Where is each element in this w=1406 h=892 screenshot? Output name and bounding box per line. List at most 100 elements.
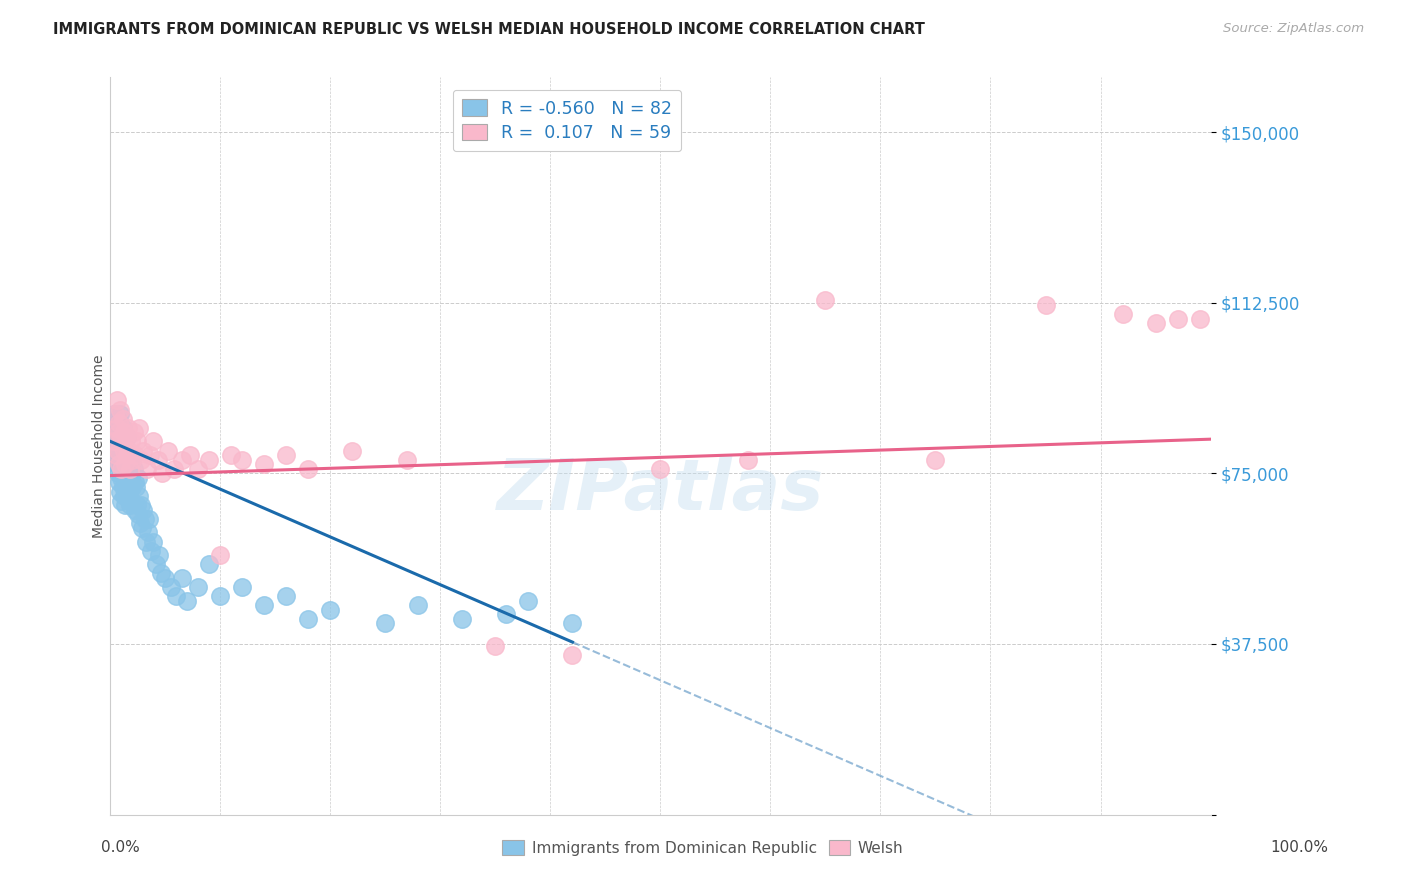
Point	[451, 612, 474, 626]
Point	[120, 498, 142, 512]
Point	[108, 457, 131, 471]
Point	[124, 502, 146, 516]
Point	[176, 593, 198, 607]
Point	[1144, 316, 1167, 330]
Point	[924, 452, 946, 467]
Point	[110, 484, 132, 499]
Point	[104, 448, 127, 462]
Point	[148, 548, 170, 562]
Point	[120, 462, 142, 476]
Point	[114, 457, 136, 471]
Point	[135, 462, 157, 476]
Point	[209, 548, 232, 562]
Point	[297, 612, 319, 626]
Point	[110, 407, 132, 421]
Point	[104, 434, 127, 449]
Point	[156, 443, 179, 458]
Point	[115, 448, 138, 462]
Text: 100.0%: 100.0%	[1271, 839, 1329, 855]
Point	[131, 521, 153, 535]
Text: Source: ZipAtlas.com: Source: ZipAtlas.com	[1223, 22, 1364, 36]
Point	[495, 607, 517, 622]
Point	[1188, 311, 1211, 326]
Point	[117, 448, 139, 462]
Point	[139, 543, 162, 558]
Point	[108, 421, 131, 435]
Point	[105, 421, 128, 435]
Point	[561, 616, 583, 631]
Point	[120, 434, 142, 449]
Text: IMMIGRANTS FROM DOMINICAN REPUBLIC VS WELSH MEDIAN HOUSEHOLD INCOME CORRELATION : IMMIGRANTS FROM DOMINICAN REPUBLIC VS WE…	[53, 22, 925, 37]
Point	[127, 508, 149, 522]
Point	[408, 599, 430, 613]
Point	[112, 462, 135, 476]
Point	[146, 452, 169, 467]
Point	[253, 457, 276, 471]
Point	[297, 462, 319, 476]
Point	[737, 452, 759, 467]
Point	[150, 467, 173, 481]
Point	[120, 493, 142, 508]
Point	[118, 457, 141, 471]
Point	[114, 471, 136, 485]
Point	[1111, 307, 1133, 321]
Point	[120, 471, 142, 485]
Point	[145, 558, 167, 572]
Point	[107, 443, 129, 458]
Point	[209, 589, 232, 603]
Point	[276, 589, 298, 603]
Point	[108, 475, 131, 490]
Point	[117, 480, 139, 494]
Point	[128, 421, 150, 435]
Point	[150, 566, 173, 581]
Point	[108, 416, 131, 430]
Point	[120, 467, 142, 481]
Point	[115, 430, 138, 444]
Point	[125, 498, 148, 512]
Point	[396, 452, 419, 467]
Point	[105, 393, 128, 408]
Point	[103, 407, 125, 421]
Point	[198, 452, 221, 467]
Point	[128, 489, 150, 503]
Point	[115, 462, 138, 476]
Point	[179, 448, 201, 462]
Point	[115, 430, 138, 444]
Point	[253, 599, 276, 613]
Point	[231, 580, 253, 594]
Point	[121, 480, 143, 494]
Point	[142, 534, 165, 549]
Point	[114, 498, 136, 512]
Point	[105, 457, 128, 471]
Point	[117, 421, 139, 435]
Point	[110, 493, 132, 508]
Point	[115, 489, 138, 503]
Point	[105, 425, 128, 440]
Point	[136, 525, 159, 540]
Text: 0.0%: 0.0%	[101, 839, 141, 855]
Point	[142, 434, 165, 449]
Point	[160, 580, 183, 594]
Point	[1035, 298, 1057, 312]
Point	[132, 502, 155, 516]
Point	[276, 448, 298, 462]
Point	[108, 452, 131, 467]
Point	[111, 452, 134, 467]
Point	[122, 462, 145, 476]
Point	[103, 434, 125, 449]
Point	[155, 571, 177, 585]
Point	[110, 462, 132, 476]
Point	[139, 448, 162, 462]
Point	[121, 452, 143, 467]
Point	[122, 425, 145, 440]
Point	[198, 558, 221, 572]
Point	[107, 467, 129, 481]
Point	[118, 484, 141, 499]
Point	[170, 571, 193, 585]
Point	[104, 448, 127, 462]
Point	[134, 512, 156, 526]
Point	[121, 452, 143, 467]
Point	[110, 462, 132, 476]
Point	[129, 452, 152, 467]
Point	[163, 462, 186, 476]
